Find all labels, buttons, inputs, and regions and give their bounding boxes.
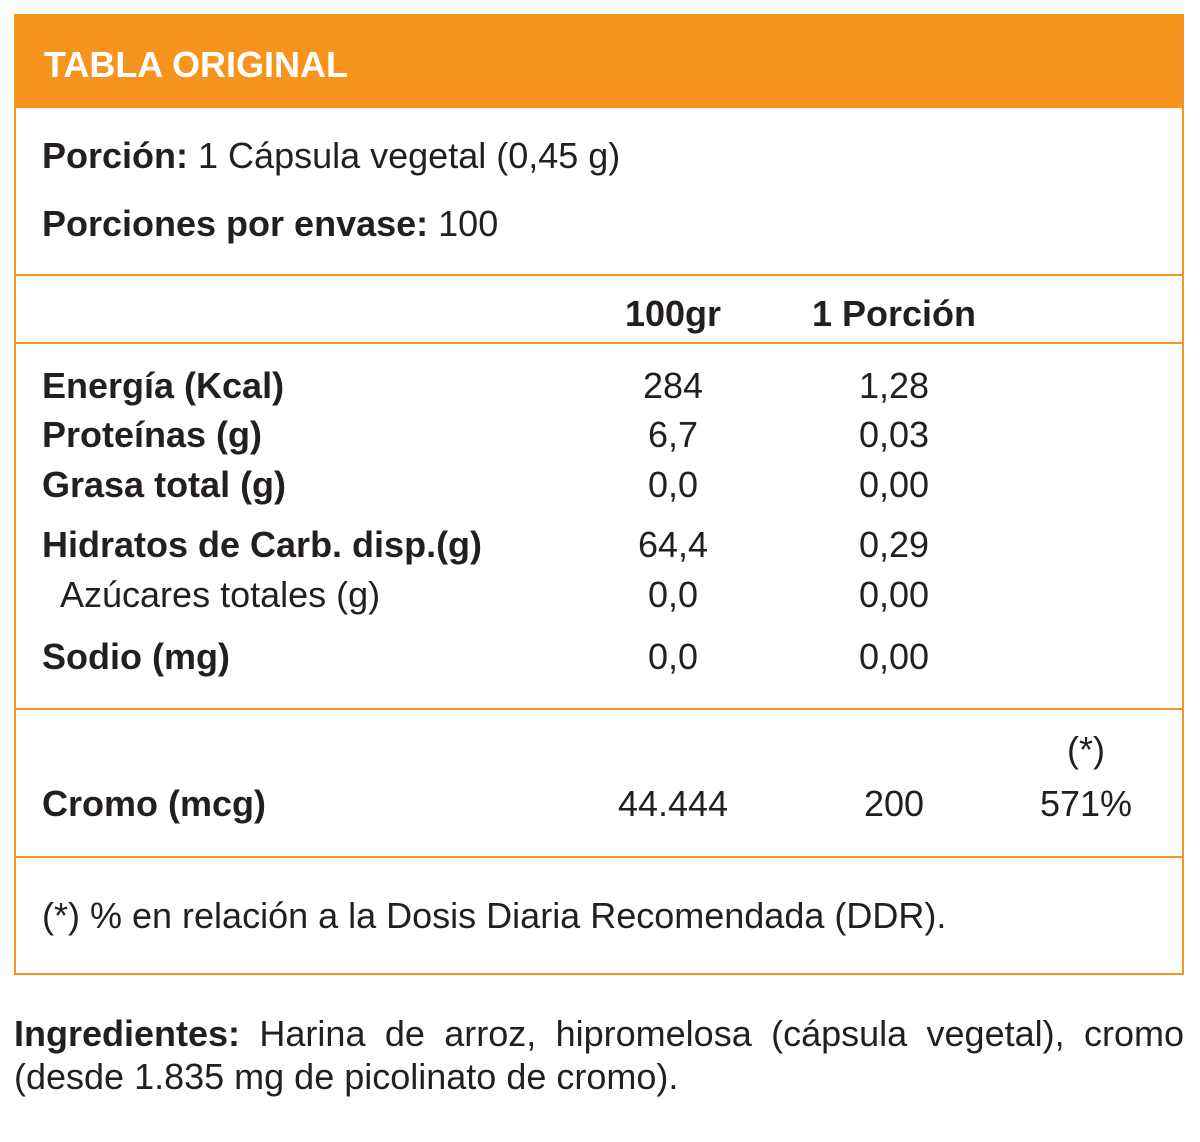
ingredients-label: Ingredientes: bbox=[14, 1013, 241, 1054]
nutrient-per100: 0,0 bbox=[647, 636, 699, 677]
nutrient-name: Sodio (mg) bbox=[42, 636, 230, 677]
chromium-per-portion: 200 bbox=[863, 783, 925, 824]
serving-size-value: 1 Cápsula vegetal (0,45 g) bbox=[198, 135, 621, 176]
column-header-portion: 1 Porción bbox=[811, 293, 977, 334]
serving-size-label: Porción: bbox=[42, 135, 189, 176]
nutrient-name: Proteínas (g) bbox=[42, 414, 263, 455]
nutrient-per100: 0,0 bbox=[647, 574, 699, 615]
chromium-per100: 44.444 bbox=[617, 783, 729, 824]
nutrient-per100: 0,0 bbox=[647, 464, 699, 505]
nutrient-name: Hidratos de Carb. disp.(g) bbox=[42, 524, 483, 565]
table-title: TABLA ORIGINAL bbox=[44, 44, 348, 85]
ingredients: Ingredientes: Harina de arroz, hipromelo… bbox=[14, 1012, 1184, 1098]
nutrient-per100: 284 bbox=[642, 365, 704, 406]
table-header: TABLA ORIGINAL bbox=[16, 16, 1182, 108]
nutrient-name: Grasa total (g) bbox=[42, 464, 287, 505]
nutrient-per-portion: 1,28 bbox=[858, 365, 930, 406]
nutrient-per100: 6,7 bbox=[647, 414, 699, 455]
nutrient-name: Energía (Kcal) bbox=[42, 365, 285, 406]
ingredients-text: Harina de arroz, hipromelosa (cápsula ve… bbox=[14, 1013, 1184, 1097]
column-header-100gr: 100gr bbox=[624, 293, 722, 334]
divider bbox=[16, 708, 1182, 710]
servings-per-container-label: Porciones por envase: bbox=[42, 203, 429, 244]
nutrient-per-portion: 0,29 bbox=[858, 524, 930, 565]
divider bbox=[16, 274, 1182, 276]
ddr-marker: (*) bbox=[1067, 729, 1105, 770]
chromium-ddr-percent: 571% bbox=[1039, 783, 1133, 824]
nutrient-per-portion: 0,00 bbox=[858, 574, 930, 615]
divider bbox=[16, 342, 1182, 344]
servings-per-container: Porciones por envase: 100 bbox=[42, 206, 498, 242]
nutrient-per100: 64,4 bbox=[637, 524, 709, 565]
servings-per-container-value: 100 bbox=[438, 203, 499, 244]
serving-size: Porción: 1 Cápsula vegetal (0,45 g) bbox=[42, 138, 620, 174]
nutrient-per-portion: 0,03 bbox=[858, 414, 930, 455]
chromium-name: Cromo (mcg) bbox=[42, 783, 266, 824]
footnote: (*) % en relación a la Dosis Diaria Reco… bbox=[42, 895, 947, 936]
divider bbox=[16, 856, 1182, 858]
nutrient-per-portion: 0,00 bbox=[858, 636, 930, 677]
nutrient-name: Azúcares totales (g) bbox=[60, 574, 381, 615]
nutrition-table: TABLA ORIGINAL Porción: 1 Cápsula vegeta… bbox=[14, 14, 1184, 975]
nutrient-per-portion: 0,00 bbox=[858, 464, 930, 505]
